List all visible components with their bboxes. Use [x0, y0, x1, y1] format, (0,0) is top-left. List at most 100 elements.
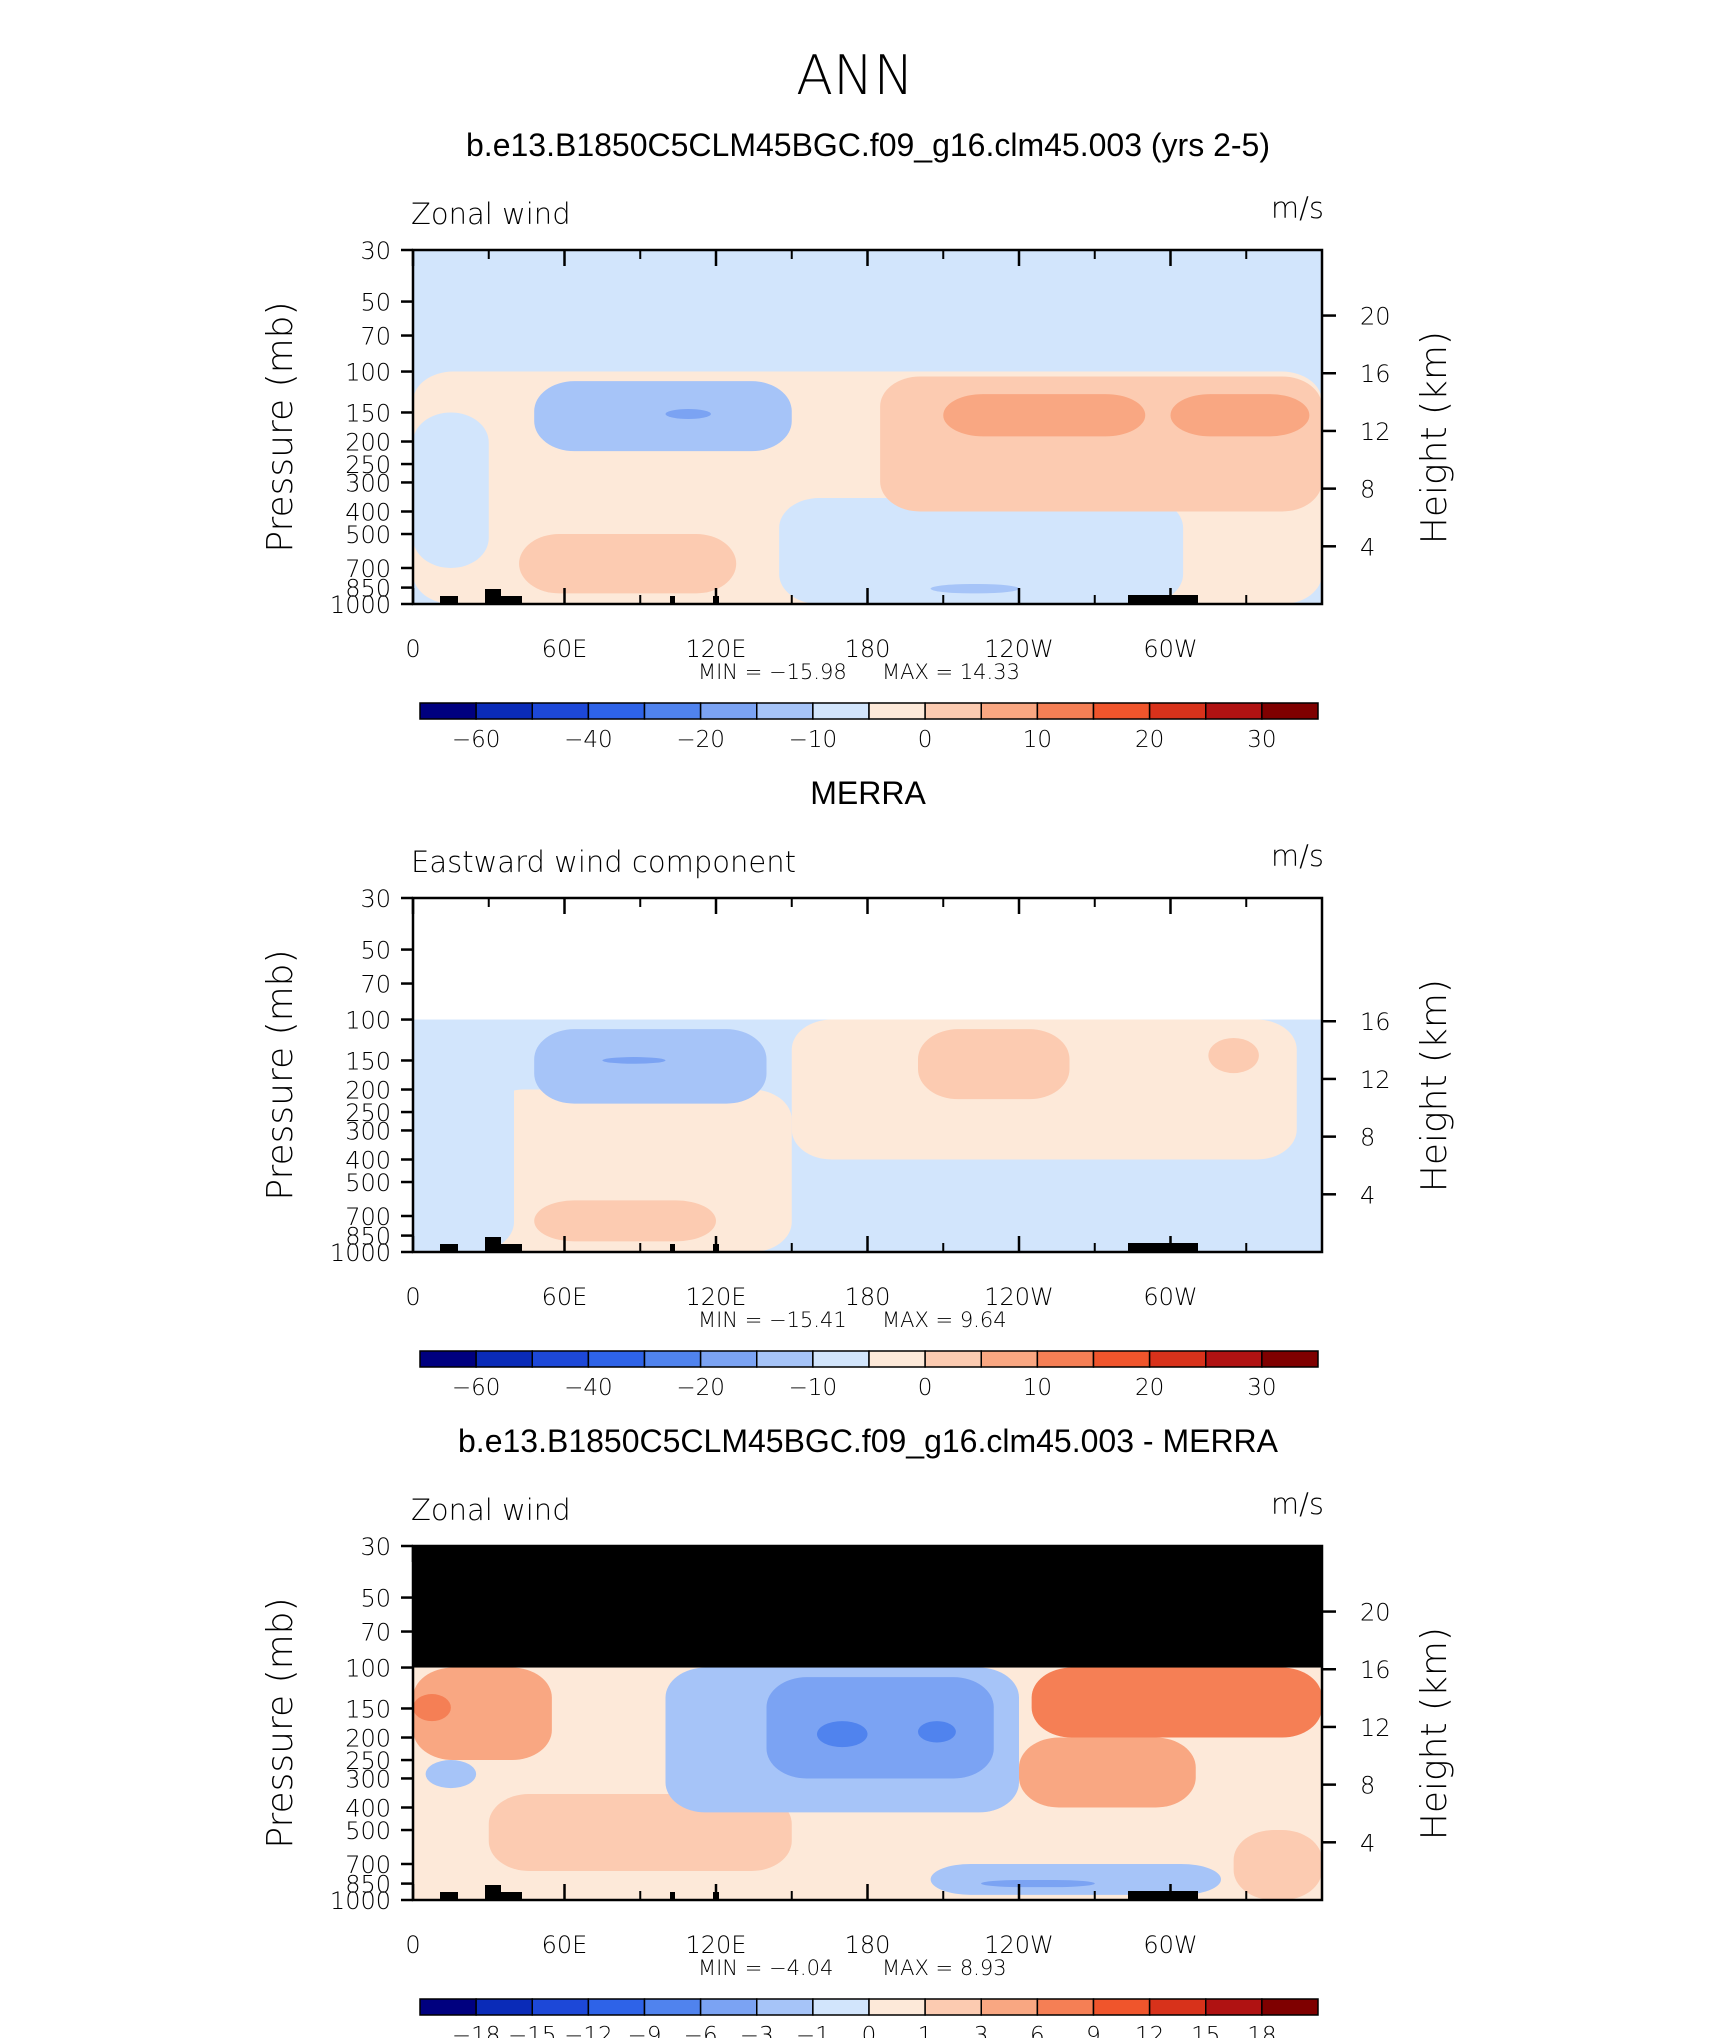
min-label: MIN = −4.04	[698, 1956, 833, 1980]
contour-region	[413, 1667, 552, 1761]
colorbar-box	[587, 702, 646, 720]
max-label: MAX = 8.93	[882, 1956, 1007, 1980]
x-tick-label: 60E	[542, 635, 588, 663]
chart-panel-2: 0 60E 120E 180 120W 60W3050701001502002503004…	[260, 775, 1455, 1401]
y-tick-label: 30	[360, 1533, 391, 1561]
chart-panel-3: 0 60E 120E 180 120W 60W3050701001502002503004…	[260, 1423, 1455, 2038]
terrain-mask	[500, 596, 522, 604]
colorbar-box	[924, 702, 982, 720]
colorbar-box	[1092, 1350, 1151, 1368]
y-tick-label: 300	[345, 1117, 391, 1145]
colorbar-box	[1092, 702, 1151, 720]
colorbar-box	[1148, 1998, 1207, 2016]
contour-region	[1208, 1037, 1259, 1074]
y2-tick-label: 16	[1360, 1656, 1391, 1684]
y2-axis-title: Height (km)	[1414, 979, 1455, 1192]
y-tick-label: 1000	[330, 1887, 391, 1915]
colorbar-box	[699, 702, 758, 720]
y2-tick-label: 20	[1360, 303, 1391, 331]
y-axis-title: Pressure (mb)	[260, 301, 301, 552]
contour-region	[425, 1760, 477, 1789]
contour-region	[1019, 1737, 1196, 1808]
terrain-mask	[485, 1885, 501, 1900]
units-label: m/s	[1271, 839, 1324, 873]
y-tick-label: 250	[345, 1099, 391, 1127]
colorbar-label: 18	[1247, 2023, 1276, 2038]
colorbar-box	[868, 1350, 926, 1368]
colorbar-box	[1036, 1998, 1095, 2016]
contour-region	[534, 381, 792, 452]
contour-region	[534, 1029, 767, 1104]
colorbar-label: −10	[789, 727, 838, 753]
colorbar-box	[756, 702, 814, 720]
colorbar-box	[475, 1998, 533, 2016]
units-label: m/s	[1271, 191, 1324, 225]
y-tick-label: 700	[345, 1851, 391, 1879]
colorbar-box	[699, 1998, 758, 2016]
y2-tick-label: 4	[1360, 1829, 1375, 1857]
contour-region	[1233, 1830, 1322, 1900]
contour-region	[779, 498, 1184, 604]
y-tick-label: 200	[345, 429, 391, 457]
terrain-mask	[500, 1892, 522, 1900]
y-tick-label: 850	[345, 575, 391, 603]
colorbar-label: −20	[676, 727, 725, 753]
y-tick-label: 150	[345, 1695, 391, 1723]
colorbar-label: −10	[789, 1375, 838, 1401]
y-tick-label: 400	[345, 1794, 391, 1822]
y-tick-label: 70	[360, 323, 391, 351]
y-tick-label: 1000	[330, 1239, 391, 1267]
colorbar-box	[1205, 1998, 1263, 2016]
x-tick-label: 120E	[686, 1931, 747, 1959]
units-label: m/s	[1271, 1487, 1324, 1521]
contour-region	[943, 394, 1146, 437]
y-tick-label: 700	[345, 555, 391, 583]
colorbar-label: −60	[452, 1375, 501, 1401]
y-tick-label: 700	[345, 1203, 391, 1231]
colorbar-box	[1205, 702, 1263, 720]
missing-data-band	[413, 1546, 1322, 1668]
x-tick-label: 180	[845, 1931, 891, 1959]
y-tick-label: 100	[345, 1655, 391, 1683]
x-tick-label: 120W	[984, 635, 1054, 663]
y-tick-label: 70	[360, 971, 391, 999]
contour-region	[981, 1879, 1095, 1888]
terrain-mask	[670, 1244, 675, 1252]
colorbar-label: 6	[1030, 2023, 1045, 2038]
colorbar-box	[868, 702, 926, 720]
y-tick-label: 400	[345, 1146, 391, 1174]
contour-region	[918, 1721, 956, 1743]
y-tick-label: 150	[345, 1047, 391, 1075]
y-tick-label: 150	[345, 399, 391, 427]
colorbar-label: −12	[564, 2023, 613, 2038]
terrain-mask	[485, 589, 501, 604]
colorbar-label: 30	[1247, 727, 1276, 753]
colorbar-label: −6	[684, 2023, 718, 2038]
variable-label: Eastward wind component	[411, 845, 796, 879]
contour-region	[930, 1863, 1221, 1895]
terrain-mask	[440, 596, 458, 604]
x-tick-label: 120W	[984, 1931, 1054, 1959]
colorbar-box	[812, 1998, 870, 2016]
colorbar-box	[980, 1350, 1039, 1368]
page-title: ANN	[796, 44, 914, 107]
y2-tick-label: 16	[1360, 1008, 1391, 1036]
x-tick-label: 0	[405, 1931, 420, 1959]
colorbar-label: 20	[1135, 727, 1164, 753]
colorbar-label: 0	[918, 727, 933, 753]
y-tick-label: 1000	[330, 591, 391, 619]
y2-tick-label: 12	[1360, 1714, 1391, 1742]
contour-field	[413, 1546, 1322, 1900]
colorbar-box	[531, 1350, 590, 1368]
colorbar-box	[756, 1350, 814, 1368]
y2-axis-title: Height (km)	[1414, 331, 1455, 544]
contour-region	[413, 412, 489, 568]
min-label: MIN = −15.98	[698, 660, 847, 684]
x-tick-label: 180	[845, 635, 891, 663]
y-tick-label: 50	[360, 289, 391, 317]
panel-title: b.e13.B1850C5CLM45BGC.f09_g16.clm45.003 …	[458, 1423, 1279, 1459]
y2-tick-label: 12	[1360, 418, 1391, 446]
y-tick-label: 70	[360, 1619, 391, 1647]
colorbar-box	[475, 702, 533, 720]
